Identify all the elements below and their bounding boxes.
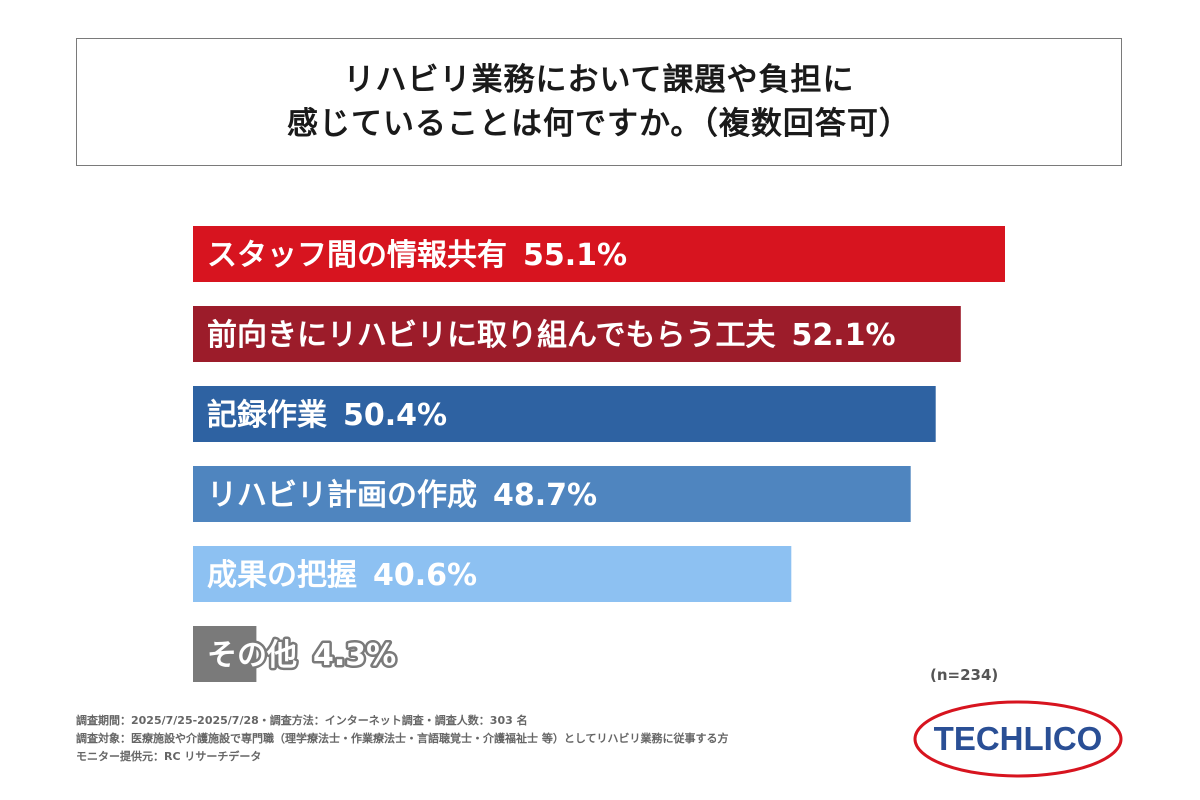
category-label-1: スタッフ間の情報共有 [207,238,507,273]
bar-2 [193,306,961,362]
bar-4 [193,466,911,522]
footnote-target: 調査対象：医療施設や介護施設で専門職（理学療法士・作業療法士・言語聴覚士・介護福… [76,732,729,745]
bar-6 [193,626,257,682]
chart-title-line-1: リハビリ業務において課題や負担に [343,62,855,98]
bar-label-6: その他 4.3% [207,638,396,673]
category-label-6: その他 [207,638,297,673]
value-label-6: 4.3% [313,638,396,673]
techlico-logo: TECHLICO [913,700,1123,778]
bar-1 [193,226,1005,282]
category-label-2: 前向きにリハビリに取り組んでもらう工夫 [207,318,776,353]
logo-text: TECHLICO [934,720,1103,757]
sample-size-label: (n=234) [930,666,999,684]
footnote-provider: モニター提供元：RC リサーチデータ [76,750,262,763]
value-label-5: 40.6% [373,558,477,593]
bar-label-1: スタッフ間の情報共有 55.1% [207,238,627,273]
bar-label-5: 成果の把握 40.6% [207,558,477,593]
value-label-4: 48.7% [493,478,597,513]
bar-3 [193,386,936,442]
survey-footnotes: 調査期間：2025/7/25-2025/7/28・調査方法：インターネット調査・… [76,712,916,766]
category-label-4: リハビリ計画の作成 [207,478,477,513]
bar-label-3: 記録作業 50.4% [207,398,447,433]
value-label-1: 55.1% [523,238,627,273]
bar-label-2: 前向きにリハビリに取り組んでもらう工夫 52.1% [207,318,896,353]
chart-title-box: リハビリ業務において課題や負担に 感じていることは何ですか。（複数回答可） [76,38,1122,166]
chart-title-line-2: 感じていることは何ですか。（複数回答可） [287,106,911,142]
value-label-3: 50.4% [343,398,447,433]
bar-5 [193,546,792,602]
bar-label-4: リハビリ計画の作成 48.7% [207,478,597,513]
category-label-3: 記録作業 [207,398,327,433]
footnote-period-method: 調査期間：2025/7/25-2025/7/28・調査方法：インターネット調査・… [76,714,528,727]
value-label-2: 52.1% [792,318,896,353]
category-label-5: 成果の把握 [207,558,357,593]
logo-ring [913,700,1123,778]
